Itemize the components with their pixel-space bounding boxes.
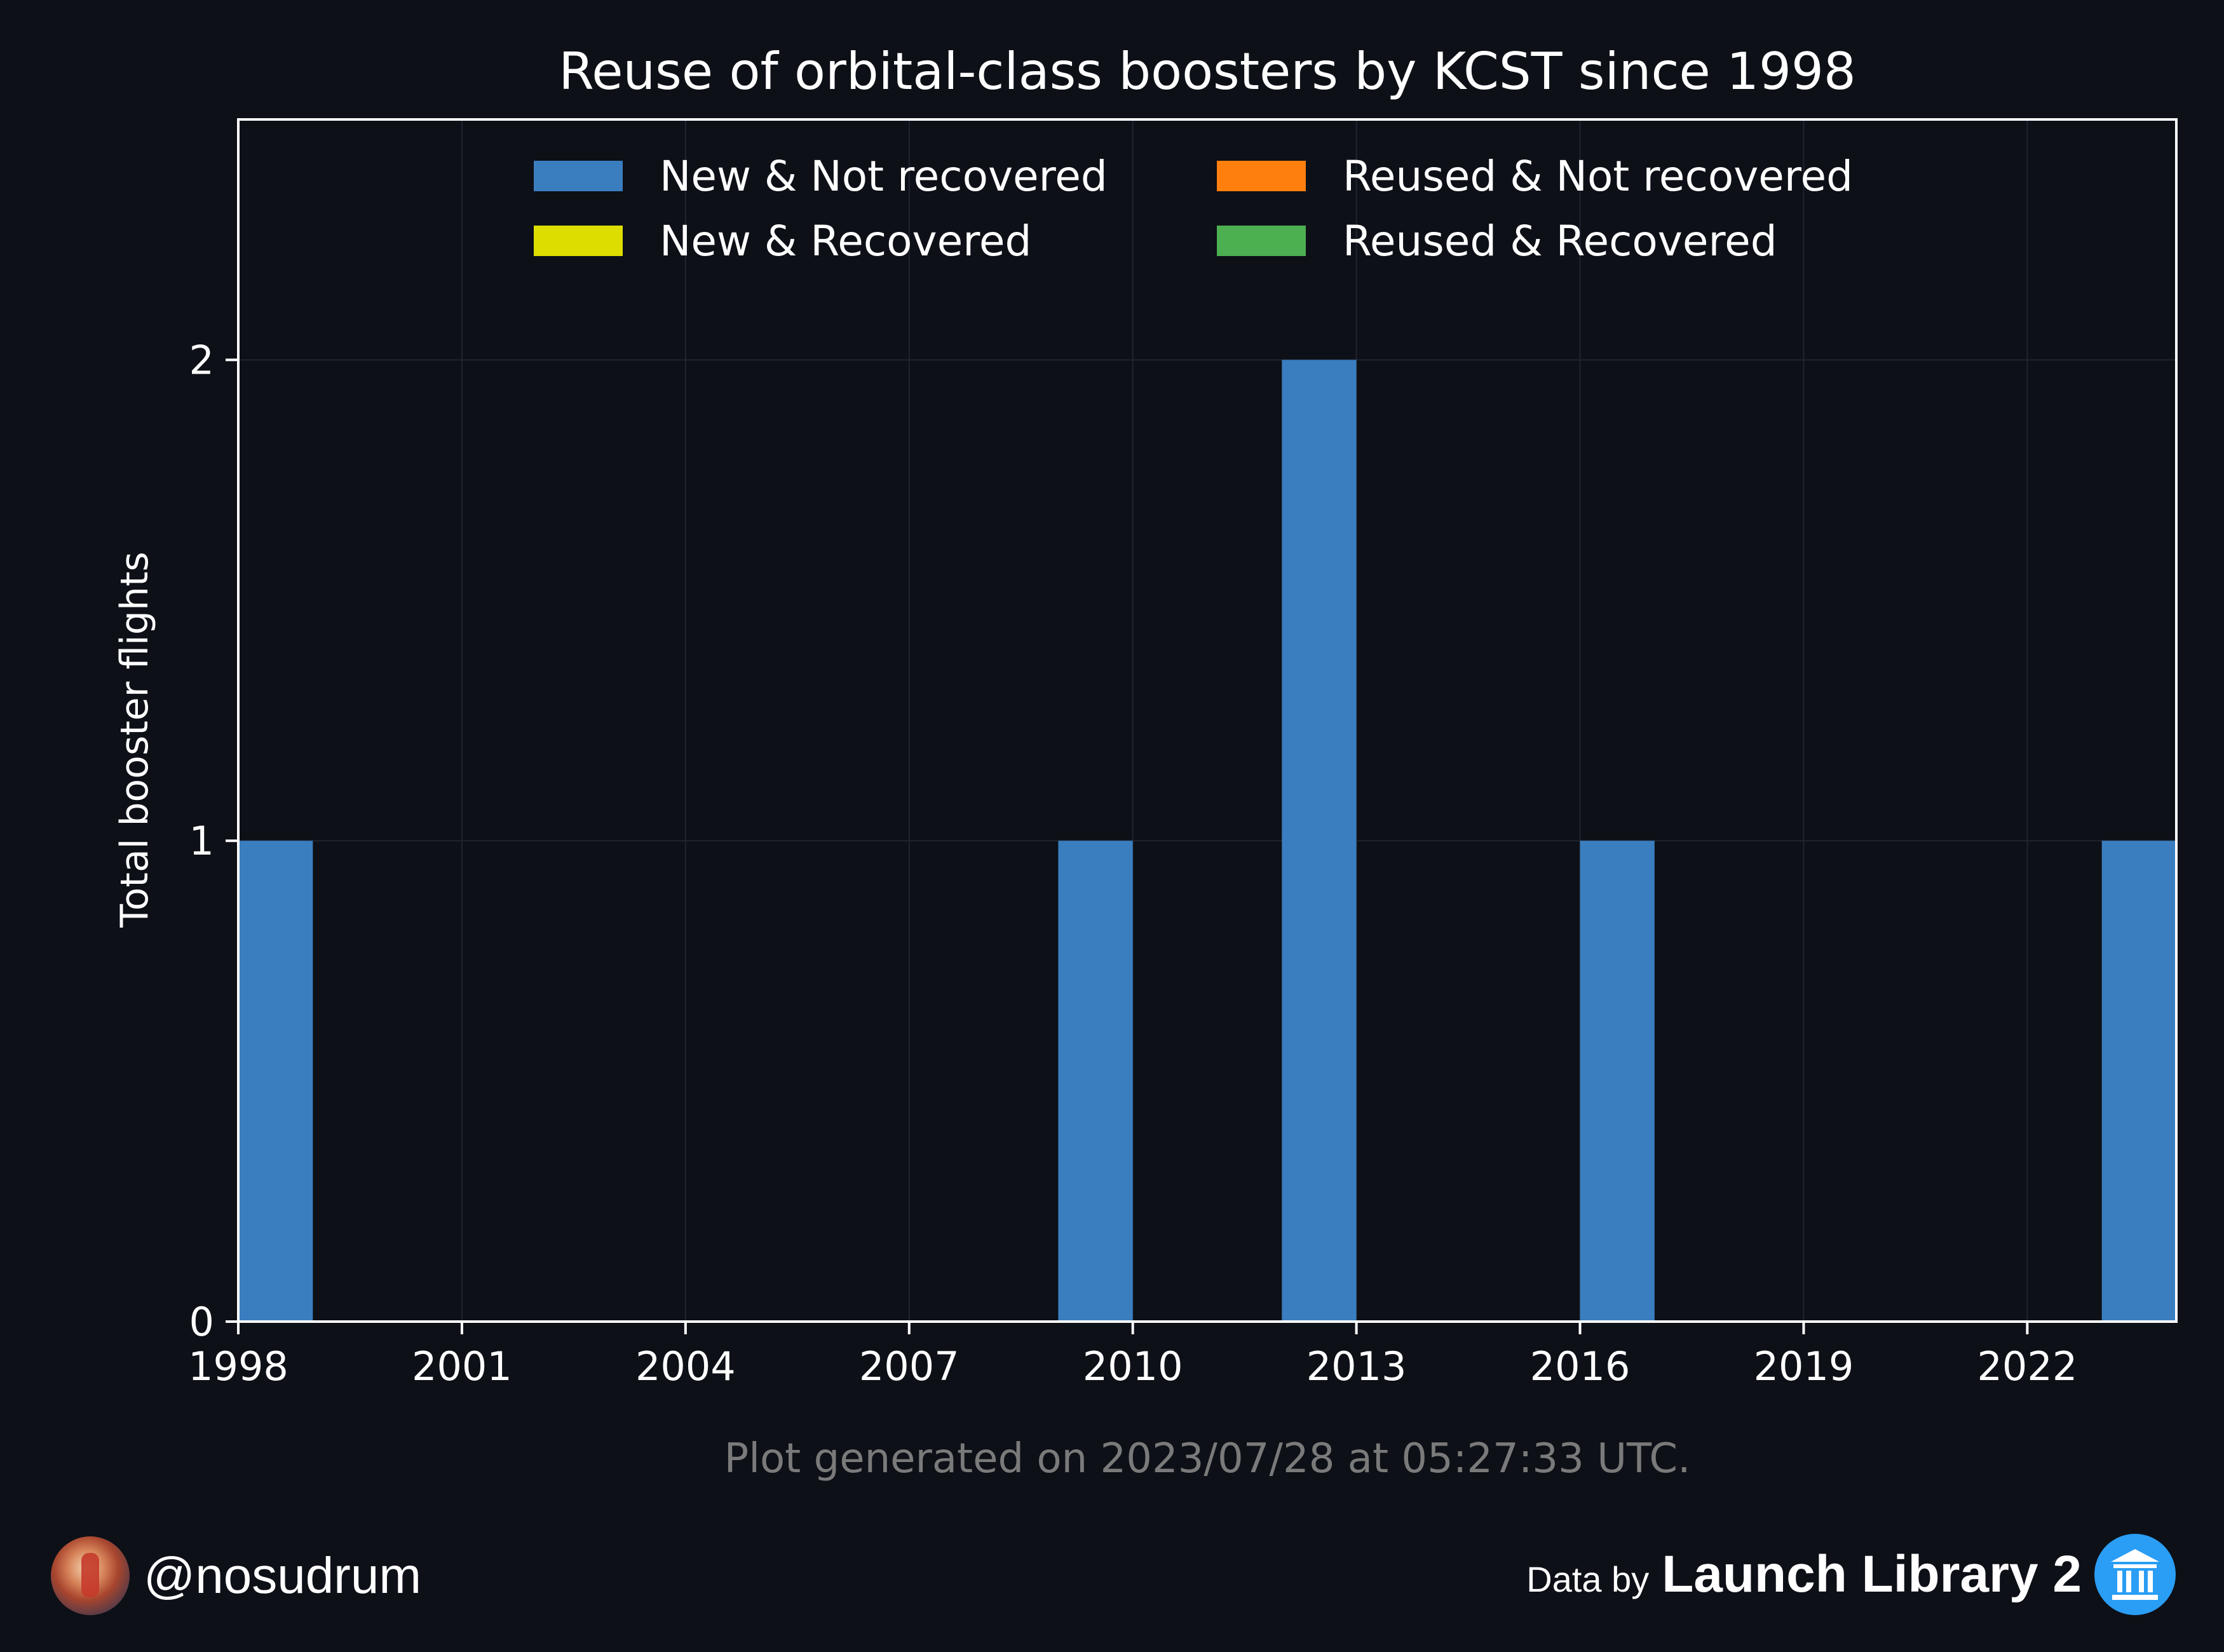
plot-frame — [237, 118, 2178, 1323]
data-by-label: Data by — [1526, 1559, 1650, 1599]
legend-swatch — [534, 161, 623, 191]
legend-swatch — [1217, 226, 1306, 256]
legend-label: New & Recovered — [660, 217, 1031, 266]
footnote: Plot generated on 2023/07/28 at 05:27:33… — [724, 1435, 1691, 1482]
bar — [238, 841, 313, 1322]
legend-swatch — [534, 226, 623, 256]
data-source-block: Data by Launch Library 2 — [1526, 1534, 2176, 1615]
x-tick-label: 2016 — [1530, 1343, 1631, 1390]
legend-label: New & Not recovered — [660, 152, 1108, 201]
x-tick-label: 2010 — [1083, 1343, 1183, 1390]
avatar — [51, 1536, 130, 1615]
x-axis: 1998 2001 2004 2007 2010 2013 2016 2019 2022 — [188, 1322, 2077, 1390]
legend-label: Reused & Not recovered — [1343, 152, 1853, 201]
bar — [1282, 360, 1357, 1322]
x-tick-label: 2004 — [635, 1343, 736, 1390]
bar — [1580, 841, 1655, 1322]
y-axis-label: Total booster flights — [112, 552, 157, 928]
legend-swatch — [1217, 161, 1306, 191]
x-tick-label: 2013 — [1306, 1343, 1407, 1390]
y-tick-label: 1 — [189, 818, 214, 864]
author-block: @nosudrum — [51, 1536, 421, 1615]
x-tick-label: 2022 — [1977, 1343, 2077, 1390]
legend-label: Reused & Recovered — [1343, 217, 1777, 266]
legend: New & Not recovered New & Recovered Reused… — [534, 152, 1853, 266]
bar — [1058, 841, 1133, 1322]
launch-library-logo-icon — [2094, 1534, 2176, 1615]
x-tick-label: 1998 — [188, 1343, 288, 1390]
bars — [238, 360, 2176, 1322]
x-tick-label: 2019 — [1754, 1343, 1854, 1390]
x-tick-label: 2007 — [859, 1343, 959, 1390]
y-axis: 0 1 2 — [189, 337, 238, 1345]
x-tick-label: 2001 — [412, 1343, 512, 1390]
source-name[interactable]: Launch Library 2 — [1662, 1545, 2082, 1603]
bar — [2101, 841, 2176, 1322]
author-handle[interactable]: @nosudrum — [144, 1547, 421, 1604]
grid — [238, 119, 2176, 1322]
y-tick-label: 2 — [189, 337, 214, 383]
y-tick-label: 0 — [189, 1299, 214, 1345]
chart-title: Reuse of orbital-class boosters by KCST … — [559, 42, 1855, 101]
